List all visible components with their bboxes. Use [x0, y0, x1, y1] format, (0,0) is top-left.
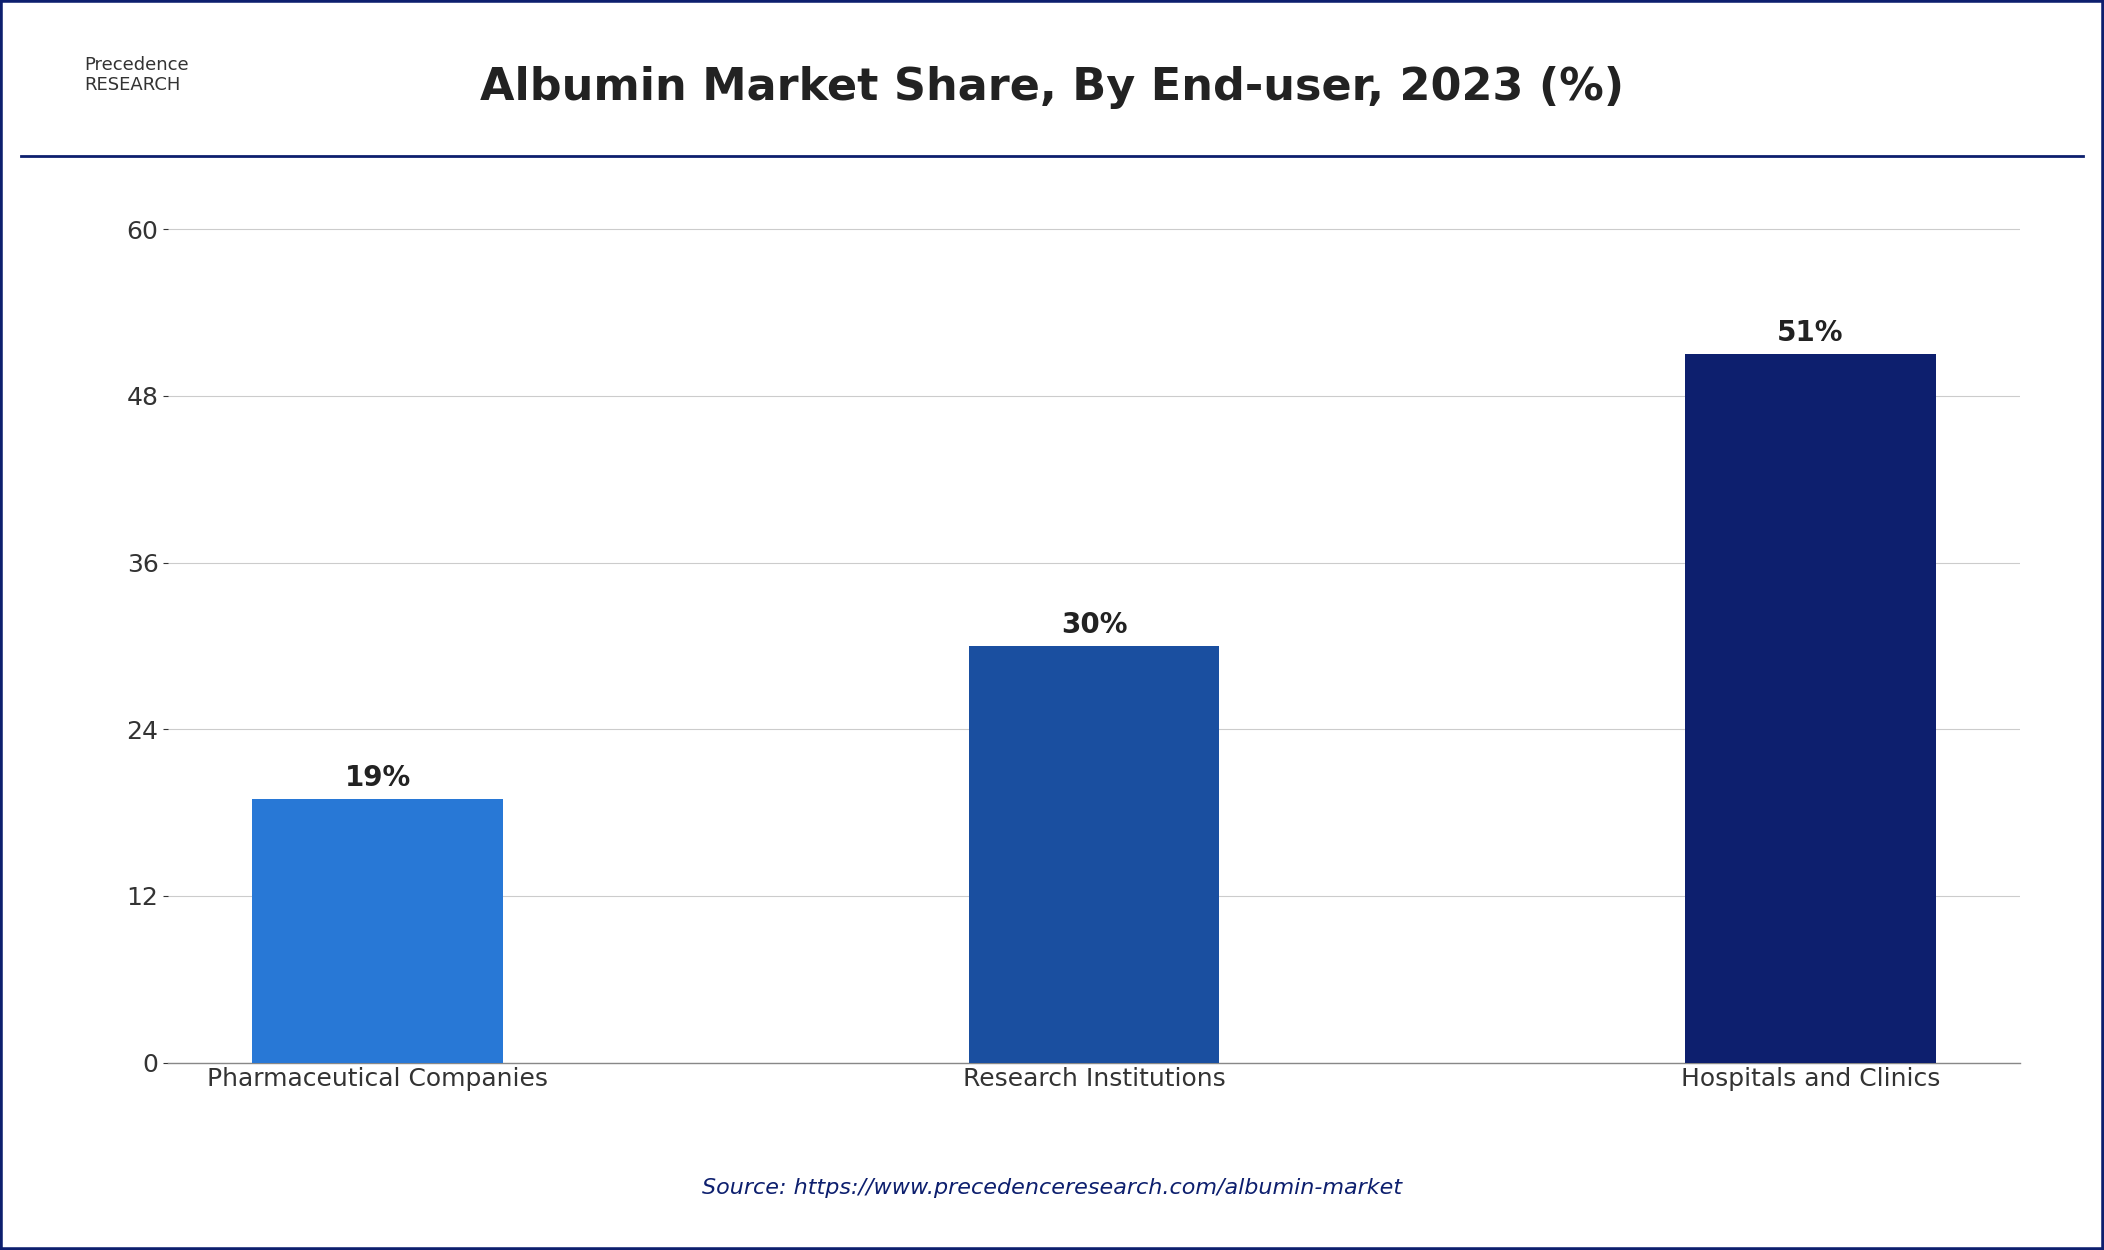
Bar — [968, 646, 1220, 1062]
Bar — [1685, 354, 1936, 1062]
Text: Source: https://www.precedenceresearch.com/albumin-market: Source: https://www.precedenceresearch.c… — [703, 1178, 1401, 1198]
Text: 51%: 51% — [1778, 319, 1843, 348]
Text: Albumin Market Share, By End-user, 2023 (%): Albumin Market Share, By End-user, 2023 … — [480, 66, 1624, 109]
Text: 19%: 19% — [345, 764, 410, 791]
Bar — [252, 799, 503, 1062]
Text: 30%: 30% — [1060, 611, 1128, 639]
Text: Precedence
RESEARCH: Precedence RESEARCH — [84, 55, 189, 95]
